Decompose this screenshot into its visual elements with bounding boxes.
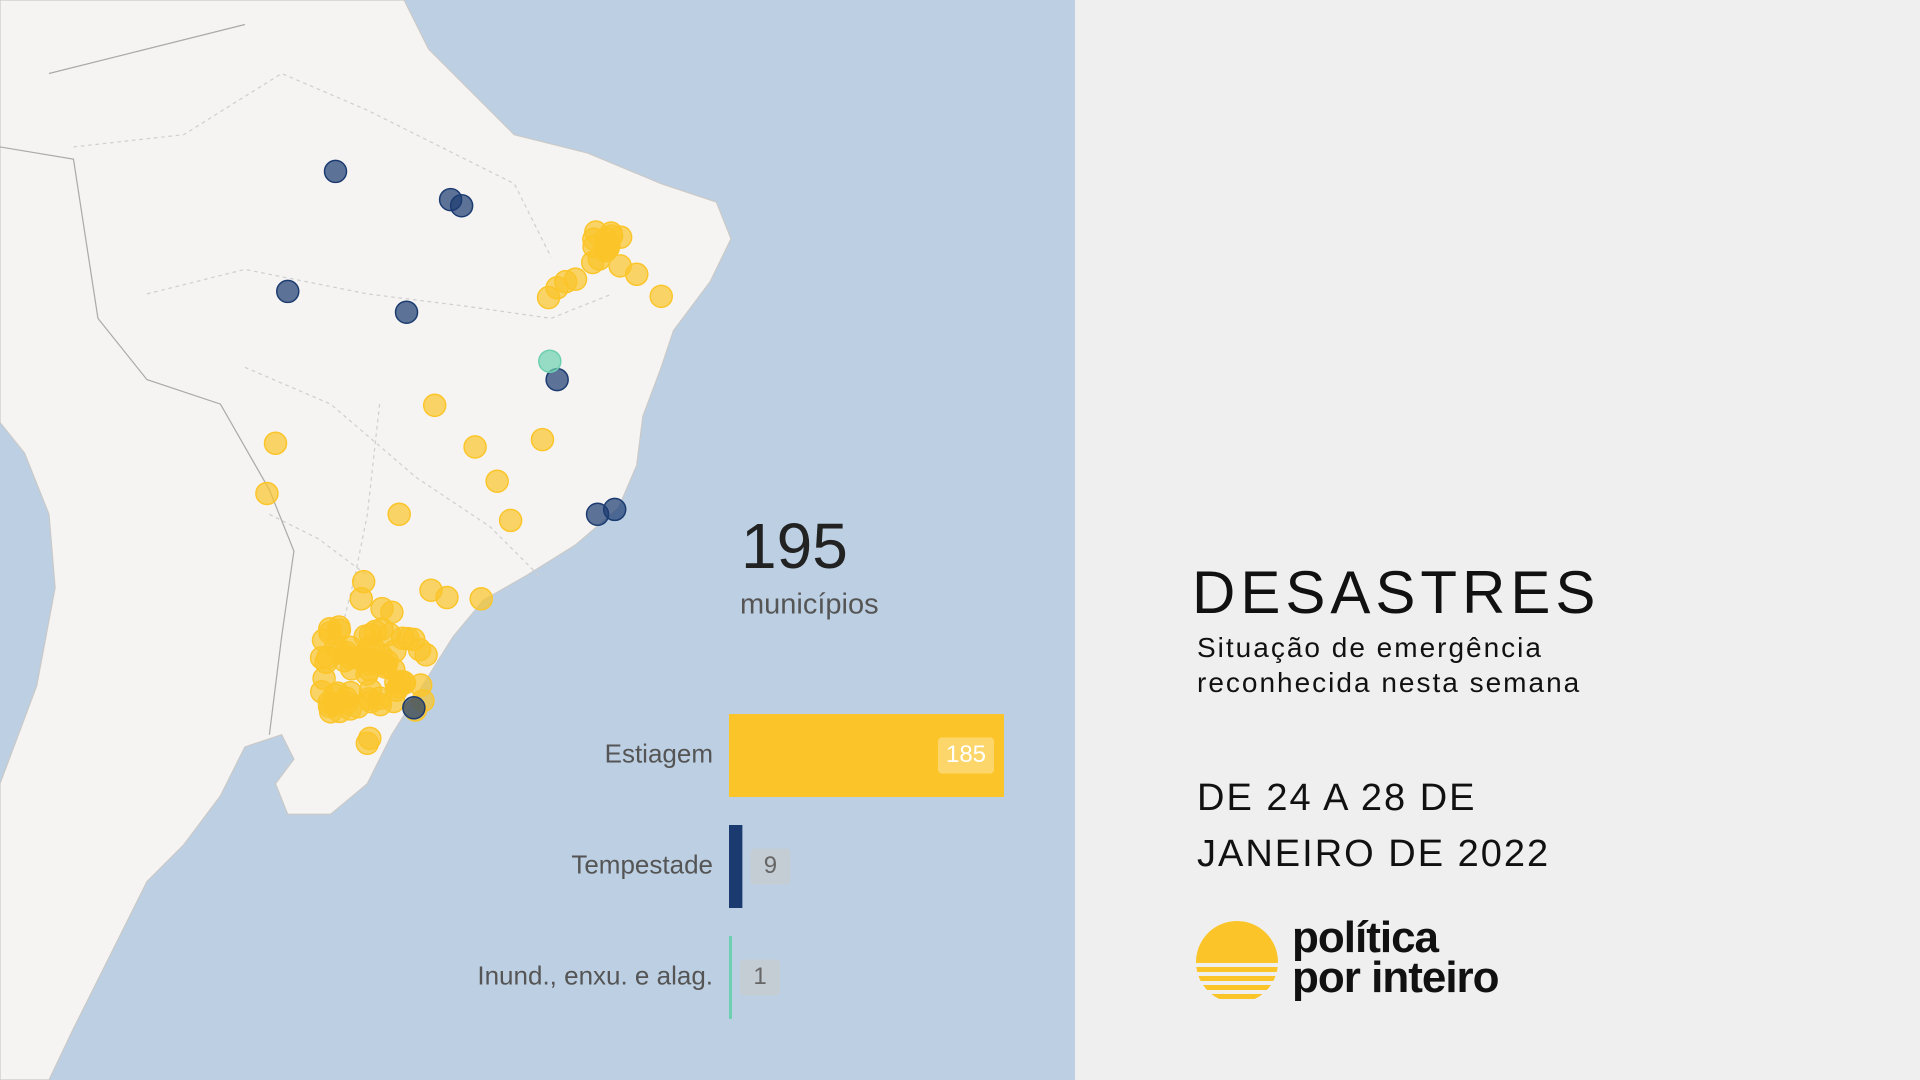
map-marker (602, 497, 627, 522)
map-marker (538, 349, 562, 373)
map-marker (469, 587, 493, 611)
bar (729, 714, 1004, 797)
map-marker (276, 279, 300, 304)
map-marker (387, 502, 411, 527)
map-marker (263, 431, 288, 456)
bar (729, 936, 732, 1019)
map: 195 municípios Estiagem 185 Tempestade 9 Inu… (0, 0, 1075, 1080)
map-marker (463, 435, 487, 459)
map-marker (408, 673, 433, 697)
map-marker (530, 427, 555, 452)
value-label: 9 (764, 852, 777, 879)
value-badge (750, 848, 791, 885)
map-marker (323, 159, 348, 184)
markers (255, 159, 673, 756)
map-marker (422, 393, 447, 418)
bar (729, 825, 743, 908)
map-marker (382, 657, 406, 682)
map-marker (255, 481, 279, 506)
logo-line: política (1292, 913, 1439, 962)
logo-line: por inteiro (1292, 953, 1500, 1002)
map-marker (353, 624, 378, 649)
map-marker (608, 254, 632, 278)
category-label: Estiagem (605, 738, 713, 768)
value-badge (740, 959, 780, 996)
period: DE 24 A 28 DE JANEIRO DE 2022 (1197, 777, 1551, 875)
logo-mark (1196, 921, 1278, 999)
map-marker (349, 587, 373, 611)
map-marker (346, 694, 370, 719)
map-marker (368, 692, 393, 717)
category-label: Inund., enxu. e alag. (477, 960, 713, 990)
map-marker (608, 225, 633, 249)
map-marker (435, 585, 459, 610)
title: DESASTRES (1192, 559, 1601, 626)
map-marker (649, 284, 673, 309)
category-label: Tempestade (571, 849, 713, 879)
value-label: 1 (753, 963, 766, 990)
subtitle: Situação de emergência reconhecida nesta… (1197, 632, 1582, 698)
map-marker (536, 285, 561, 310)
land (0, 0, 732, 1080)
map-marker (485, 469, 509, 493)
map-marker (394, 300, 419, 325)
map-marker (377, 622, 402, 647)
map-marker (318, 621, 342, 645)
map-marker (449, 193, 474, 218)
map-marker (312, 666, 336, 691)
map-marker (582, 234, 606, 259)
map-marker (402, 696, 426, 720)
map-marker (553, 269, 578, 294)
map-marker (329, 641, 354, 665)
map-marker (358, 726, 382, 751)
logo-text: política por inteiro (1292, 913, 1500, 1002)
value-label: 185 (946, 741, 986, 768)
total-value: 195 (741, 510, 848, 582)
total-label: municípios (740, 589, 879, 621)
map-marker (498, 508, 523, 533)
map-marker (322, 692, 346, 716)
value-badge (938, 737, 994, 774)
